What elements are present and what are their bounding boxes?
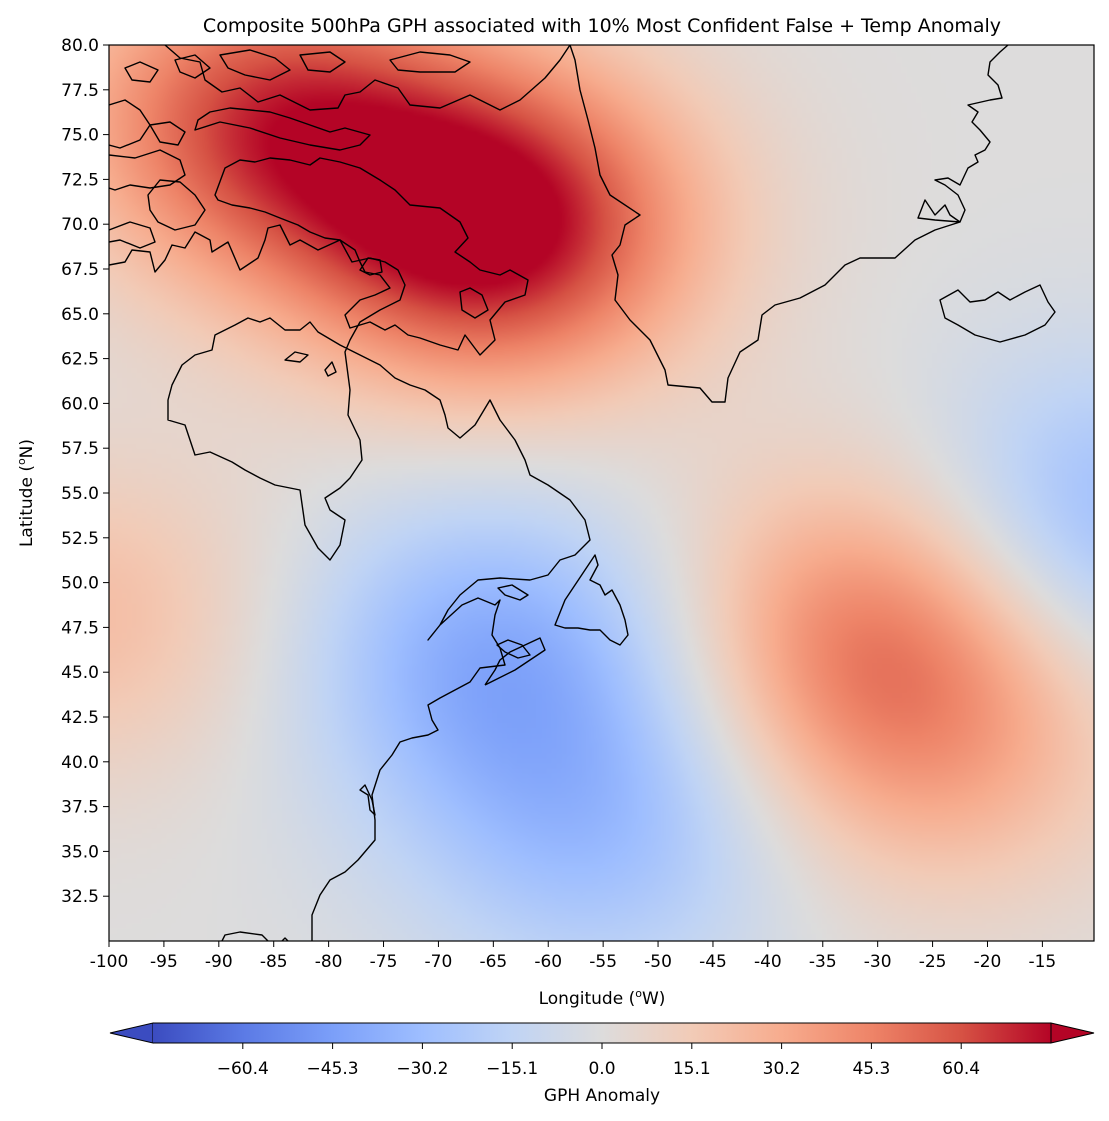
y-tick-label: 35.0 [61,842,99,862]
x-tick-label: -95 [150,952,178,972]
x-tick-label: -35 [809,952,837,972]
colorbar-tick-label: 15.1 [673,1059,711,1079]
coastline-iceland [939,284,1056,343]
y-tick-label: 67.5 [61,260,99,280]
y-tick-label: 57.5 [61,439,99,459]
y-tick-label: 72.5 [61,170,99,190]
coastline-southampton [284,351,309,363]
y-tick-label: 55.0 [61,484,99,504]
coastline-arctic-isl-7 [174,54,211,79]
coastline-arctic-isl-2 [109,149,186,191]
y-tick-label: 45.0 [61,663,99,683]
colorbar-label: GPH Anomaly [544,1086,660,1106]
coastline-arctic-isl-8 [219,49,291,81]
x-tick-label: -25 [919,952,947,972]
coastline-north-america [109,224,591,941]
colorbar-extend-max [1050,1022,1095,1044]
coastline-coats [324,361,337,377]
x-axis: -100 -95 -90 -85 -80 -75 -70 -65 -60 -55 -50 -45 -40… [90,941,1056,972]
coastline-arctic-isl-3 [147,179,206,231]
colorbar-tick-label: 45.3 [852,1059,890,1079]
y-tick-label: 65.0 [61,305,99,325]
coastline-small-isl [281,937,289,941]
coastline-arctic-isl-9 [299,51,346,73]
coastline-ellesmere [164,45,571,111]
x-tick-label: -70 [425,952,453,972]
colorbar-tick-label: −60.4 [217,1059,269,1079]
y-tick-label: 80.0 [61,36,99,56]
x-tick-label: -45 [699,952,727,972]
x-tick-label: -100 [90,952,129,972]
x-tick-label: -50 [644,952,672,972]
coastline-arctic-isl-5 [124,61,159,83]
x-tick-label: -30 [864,952,892,972]
colorbar-tick-label: 0.0 [588,1059,615,1079]
y-tick-label: 77.5 [61,81,99,101]
y-tick-label: 50.0 [61,574,99,594]
colorbar-tick-label: 30.2 [763,1059,801,1079]
y-tick-label: 32.5 [61,887,99,907]
x-tick-label: -75 [370,952,398,972]
x-tick-label: -65 [479,952,507,972]
coastline-arctic-isl-4 [109,221,156,249]
coastline-arctic-isl-6 [149,121,186,146]
coastline-arctic-isl-10 [389,51,471,73]
y-axis-label: Latitude (oN) [15,439,37,547]
coastline-newfoundland [554,554,629,646]
coastline-chesapeake [359,784,376,816]
colorbar-extend-min [109,1022,154,1044]
y-tick-label: 70.0 [61,215,99,235]
colorbar-ticks: −60.4 −45.3 −30.2 −15.1 0.0 15.1 30.2 45.3 60.4 [217,1043,980,1079]
gph-anomaly-field [109,45,1094,941]
y-tick-label: 52.5 [61,529,99,549]
y-tick-label: 47.5 [61,618,99,638]
y-tick-label: 42.5 [61,708,99,728]
colorbar-tick-label: 60.4 [942,1059,980,1079]
colorbar-body [153,1023,1051,1043]
coastline-greenland [569,45,1009,403]
coastline-pei [496,639,531,659]
x-tick-label: -90 [205,952,233,972]
colorbar-tick-label: −45.3 [307,1059,359,1079]
coastline-maritimes [484,637,546,686]
x-tick-label: -85 [260,952,288,972]
coastline-bahamas [221,931,269,941]
coastline-melville-pen [459,287,489,319]
x-tick-label: -20 [974,952,1002,972]
colorbar-tick-label: −15.1 [486,1059,538,1079]
x-tick-label: -60 [534,952,562,972]
y-tick-label: 37.5 [61,798,99,818]
x-tick-label: -55 [589,952,617,972]
x-tick-label: -40 [754,952,782,972]
y-tick-label: 62.5 [61,350,99,370]
y-tick-label: 40.0 [61,753,99,773]
coastlines [109,45,1056,941]
coastline-anticosti [497,584,529,601]
x-tick-label: -80 [315,952,343,972]
x-axis-label: Longitude (oW) [539,987,666,1009]
coastline-baffin [214,157,529,356]
y-tick-label: 75.0 [61,126,99,146]
y-tick-label: 60.0 [61,394,99,414]
coastline-island-hb [359,257,383,276]
colorbar: −60.4 −45.3 −30.2 −15.1 0.0 15.1 30.2 45.3 60.4 … [109,1022,1095,1106]
coastline-devon [194,107,371,151]
y-axis: 32.5 35.0 37.5 40.0 42.5 45.0 47.5 50.0 52.5 55.0… [61,36,109,907]
colorbar-tick-label: −30.2 [396,1059,448,1079]
map-title: Composite 500hPa GPH associated with 10%… [203,15,1001,37]
x-tick-label: -15 [1028,952,1056,972]
